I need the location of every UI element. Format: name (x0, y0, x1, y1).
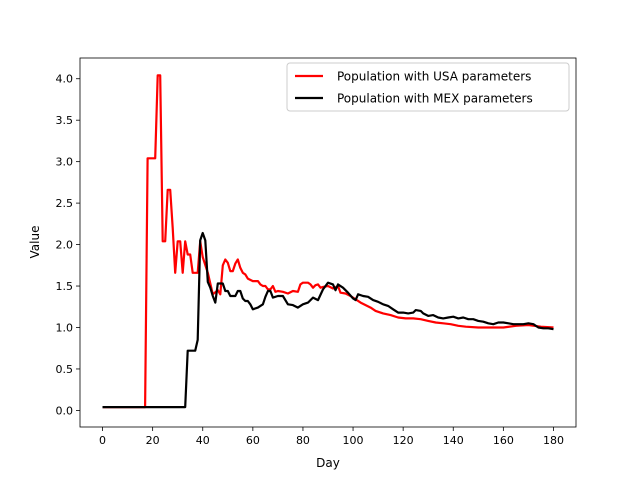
x-tick-label: 180 (543, 434, 564, 447)
x-tick-label: 80 (296, 434, 310, 447)
x-tick-label: 160 (493, 434, 514, 447)
y-tick-label: 3.5 (56, 114, 74, 127)
legend-label-usa: Population with USA parameters (337, 70, 531, 84)
y-tick-label: 3.0 (56, 156, 74, 169)
x-axis-ticks: 0 20 40 60 80 100 120 140 160 180 (99, 427, 564, 447)
legend-label-mex: Population with MEX parameters (337, 92, 533, 106)
series-layer (102, 74, 554, 409)
y-tick-label: 0.5 (56, 363, 74, 376)
x-tick-label: 100 (343, 434, 364, 447)
y-tick-label: 1.0 (56, 321, 74, 334)
y-tick-label: 4.0 (56, 73, 74, 86)
series-line-mex (102, 231, 554, 409)
y-tick-label: 1.5 (56, 280, 74, 293)
x-tick-label: 60 (246, 434, 260, 447)
x-tick-label: 140 (443, 434, 464, 447)
y-axis-label: Value (28, 226, 42, 259)
x-tick-label: 120 (393, 434, 414, 447)
x-tick-label: 0 (99, 434, 106, 447)
plot-area (80, 58, 576, 427)
y-tick-label: 0.0 (56, 404, 74, 417)
y-axis-ticks: 0.0 0.5 1.0 1.5 2.0 2.5 3.0 3.5 4.0 (56, 73, 80, 417)
y-tick-label: 2.0 (56, 239, 74, 252)
x-axis-label: Day (316, 456, 340, 470)
x-tick-label: 20 (146, 434, 160, 447)
x-tick-label: 40 (196, 434, 210, 447)
y-tick-label: 2.5 (56, 197, 74, 210)
plot-frame (79, 57, 577, 428)
legend-box (286, 62, 570, 112)
legend: Population with USA parameters Populatio… (286, 62, 570, 112)
series-line-usa (102, 74, 554, 409)
